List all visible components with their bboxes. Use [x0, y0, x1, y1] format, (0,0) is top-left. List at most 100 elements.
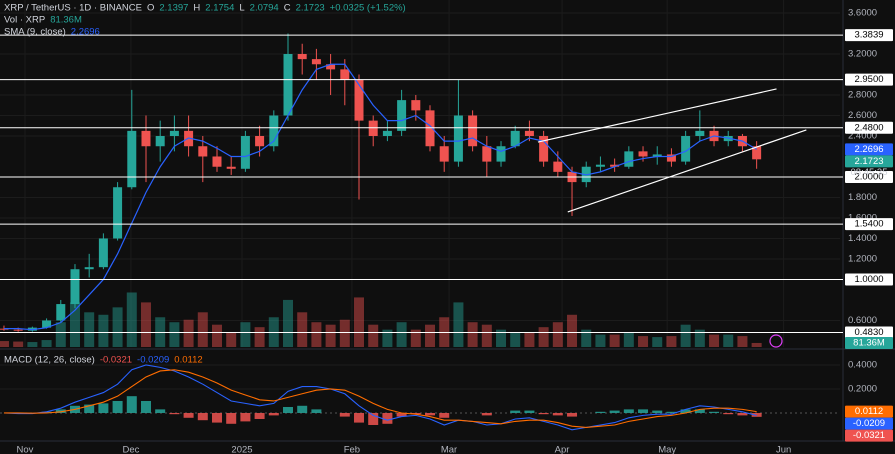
volume-bar: [382, 329, 393, 347]
volume-bar: [84, 312, 95, 347]
x-tick-label: Dec: [122, 445, 139, 454]
histogram-bar: [623, 409, 634, 413]
histogram-bar: [368, 412, 379, 425]
candle-body: [610, 164, 620, 167]
volume-bar: [581, 329, 592, 347]
macd-line: [3, 364, 757, 431]
volume-bar: [694, 329, 705, 347]
histogram-bar: [552, 412, 563, 416]
y-tick-label: 1.6000: [848, 212, 877, 223]
sma-value: 2.2696: [71, 27, 100, 38]
countdown: 08:45:35: [851, 167, 888, 178]
alert-icon[interactable]: [769, 334, 783, 348]
ohlc-key: C: [284, 3, 291, 14]
volume-bar: [652, 337, 663, 347]
volume-bar: [453, 302, 464, 347]
level-box: [845, 326, 893, 339]
candle-body: [113, 187, 123, 239]
ohlc-key: H: [193, 3, 200, 14]
histogram-bar: [410, 412, 421, 415]
volume-bar: [112, 307, 123, 347]
candle-body: [397, 100, 407, 131]
x-tick-label: Nov: [17, 445, 34, 454]
candle-body: [354, 79, 364, 121]
candle-body: [681, 135, 691, 162]
candle-body: [226, 166, 236, 169]
histogram-bar: [709, 411, 720, 413]
volume-bar: [98, 314, 109, 347]
candle-body: [595, 164, 605, 167]
volume-bar: [737, 336, 748, 347]
histogram-bar: [354, 412, 365, 423]
volume-bar: [666, 336, 677, 347]
level-box: [845, 29, 893, 42]
y-tick-label: 2.8000: [848, 90, 877, 101]
candle-body: [127, 130, 137, 188]
histogram-bar: [283, 406, 293, 413]
candle-body: [141, 130, 151, 147]
histogram-bar: [226, 412, 237, 424]
volume-bar: [240, 322, 251, 347]
candle-body: [70, 269, 80, 305]
y-tick-label: 2.4000: [848, 131, 877, 142]
y-tick-label: 1.2000: [848, 253, 877, 264]
candle-body: [155, 135, 165, 147]
volume-bar: [0, 341, 9, 347]
candle-body: [666, 154, 676, 162]
level-box: [845, 73, 893, 86]
candle-body: [311, 59, 321, 65]
price-pane: [0, 0, 840, 347]
candle-body: [297, 54, 307, 60]
candle-body: [752, 146, 762, 160]
volume-bar: [69, 302, 80, 347]
volume-bar: [183, 319, 194, 347]
histogram-bar: [41, 411, 52, 413]
volume-bar: [27, 342, 38, 347]
y-tick-label: 0.6000: [848, 315, 877, 326]
level-label: 2.9500: [854, 74, 883, 85]
y-tick-label: 0.2000: [848, 383, 877, 394]
trendline: [567, 129, 807, 213]
volume-bar: [638, 336, 649, 347]
histogram-bar: [98, 403, 109, 413]
histogram-bar: [666, 411, 677, 413]
candle-body: [382, 130, 392, 136]
ohlc-value: 2.1397: [159, 3, 188, 14]
macd-tag: 0.0112: [855, 406, 883, 417]
histogram-bar: [595, 411, 606, 413]
histogram-bar: [55, 409, 66, 413]
candle-body: [524, 130, 534, 136]
histogram-bar: [140, 400, 151, 413]
histogram-bar: [211, 412, 222, 423]
histogram-bar: [538, 412, 549, 415]
histogram-bar: [126, 396, 137, 413]
level-label: 2.0000: [854, 171, 883, 182]
volume-bar: [169, 322, 180, 347]
volume-label: Vol · XRP: [4, 15, 45, 26]
y-tick-label: 1.4000: [848, 233, 877, 244]
macd-line: [3, 369, 757, 428]
x-tick-label: May: [658, 445, 676, 454]
volume-tag: 81.36M: [853, 338, 885, 349]
candle-body: [56, 304, 66, 321]
candle-body: [510, 130, 520, 147]
volume-bar: [496, 329, 507, 347]
x-tick-label: Feb: [344, 445, 360, 454]
volume-bar: [623, 332, 634, 347]
price-tag-box: [845, 155, 893, 168]
level-label: 2.4800: [854, 122, 883, 133]
candle-body: [368, 120, 378, 136]
histogram-bar: [240, 412, 251, 422]
signal-value: 0.0112: [174, 355, 202, 366]
volume-bar: [524, 332, 535, 347]
volume-bar: [226, 332, 237, 347]
histogram-bar: [339, 412, 350, 417]
volume-bar: [595, 334, 606, 347]
candle-body: [212, 156, 222, 167]
candle-body: [269, 115, 279, 147]
candle-body: [42, 320, 52, 328]
volume-bar: [567, 314, 578, 347]
y-tick-label: 2.6000: [848, 110, 877, 121]
